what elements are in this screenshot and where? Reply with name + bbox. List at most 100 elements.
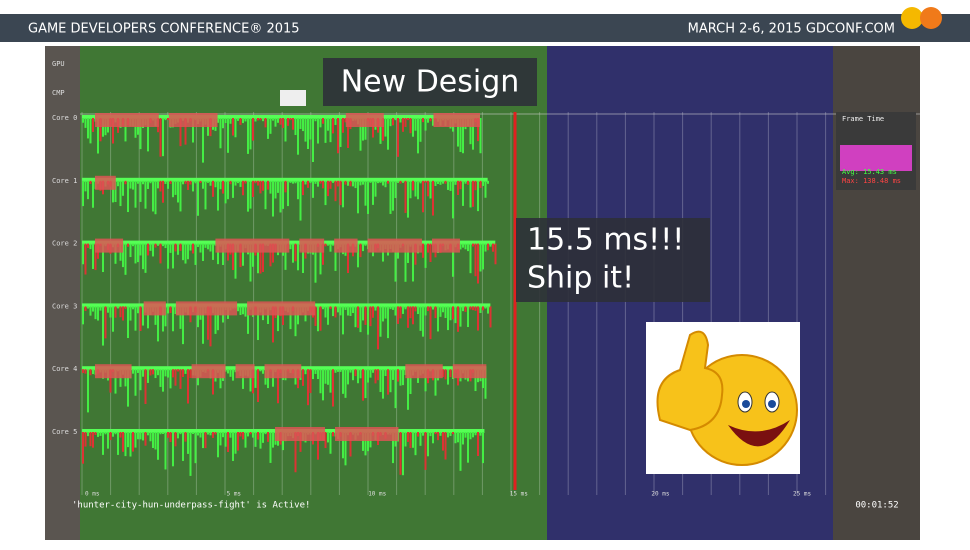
bar — [399, 180, 402, 184]
bar — [209, 243, 212, 252]
bar — [424, 118, 427, 131]
bar — [239, 432, 242, 437]
bar — [337, 306, 339, 313]
bar — [369, 306, 372, 327]
bar — [434, 180, 437, 186]
bar — [417, 180, 419, 200]
bar — [294, 180, 297, 184]
bar — [314, 180, 317, 184]
bar — [177, 369, 179, 372]
bar — [457, 432, 459, 443]
bar — [332, 118, 334, 134]
bar — [372, 306, 374, 318]
bar — [364, 306, 367, 325]
bar — [434, 306, 437, 319]
bar — [329, 243, 332, 252]
bar — [104, 432, 107, 435]
bar — [444, 369, 447, 380]
bar — [399, 118, 402, 123]
bar — [212, 243, 214, 260]
bar — [482, 432, 484, 464]
bar — [129, 180, 132, 189]
time-tick: 10 ms — [368, 491, 386, 498]
bar — [237, 306, 239, 312]
bar — [452, 306, 454, 320]
bar — [422, 432, 424, 436]
bar — [289, 180, 292, 183]
bar — [419, 118, 422, 142]
bar — [239, 306, 242, 315]
bar — [322, 118, 324, 124]
bar — [449, 180, 452, 191]
bar — [229, 369, 232, 377]
bar — [192, 243, 194, 254]
bar — [394, 180, 397, 199]
bar — [424, 369, 427, 392]
bar — [467, 180, 469, 185]
bar — [432, 306, 434, 310]
bar — [167, 243, 169, 269]
bar — [412, 118, 414, 137]
block — [175, 301, 238, 316]
bar — [162, 243, 164, 247]
bar — [154, 180, 157, 215]
bar — [304, 369, 307, 375]
bar — [84, 369, 87, 374]
bar — [109, 306, 112, 318]
bar — [277, 369, 279, 404]
bar — [337, 369, 339, 372]
bar — [354, 306, 357, 328]
bar — [152, 180, 154, 212]
bar — [469, 180, 472, 208]
bar — [477, 243, 479, 284]
bar — [172, 180, 174, 198]
bar — [354, 180, 357, 189]
bar — [164, 432, 167, 470]
bar — [424, 306, 427, 316]
bar — [362, 369, 364, 401]
bar — [427, 432, 429, 457]
bar — [387, 180, 389, 184]
lane-label: Core 1 — [52, 177, 77, 185]
bar — [177, 180, 179, 203]
bar — [384, 118, 387, 137]
bar — [204, 180, 207, 210]
bar — [134, 180, 137, 208]
bar — [219, 369, 222, 389]
bar — [304, 180, 307, 185]
bar — [392, 306, 394, 310]
bar — [134, 243, 137, 264]
bar — [297, 118, 299, 155]
bar — [164, 369, 167, 377]
bar — [159, 180, 162, 192]
bar — [357, 243, 359, 268]
bar — [232, 369, 234, 381]
bar — [312, 118, 314, 163]
bar — [494, 243, 497, 265]
bar — [349, 432, 352, 457]
bar — [114, 369, 117, 394]
bar — [432, 432, 434, 444]
bar — [137, 306, 139, 314]
bar — [422, 306, 424, 337]
bar — [324, 243, 327, 247]
bar — [417, 306, 419, 315]
bar — [307, 118, 309, 150]
bar — [164, 243, 167, 249]
bar — [309, 369, 312, 394]
frame-time-avg: Avg: 15.43 ms — [842, 168, 897, 176]
bar — [172, 243, 174, 269]
bar — [362, 432, 364, 451]
bar — [192, 432, 194, 435]
bar — [489, 306, 492, 328]
bar — [154, 369, 157, 379]
bar — [397, 118, 399, 157]
bar — [339, 180, 342, 206]
bar — [474, 243, 477, 277]
screenshot-bg — [45, 46, 80, 540]
time-tick: 5 ms — [227, 491, 242, 498]
bar — [227, 180, 229, 200]
lane-label: Core 5 — [52, 428, 77, 436]
bar — [314, 118, 317, 122]
bar — [157, 432, 159, 460]
